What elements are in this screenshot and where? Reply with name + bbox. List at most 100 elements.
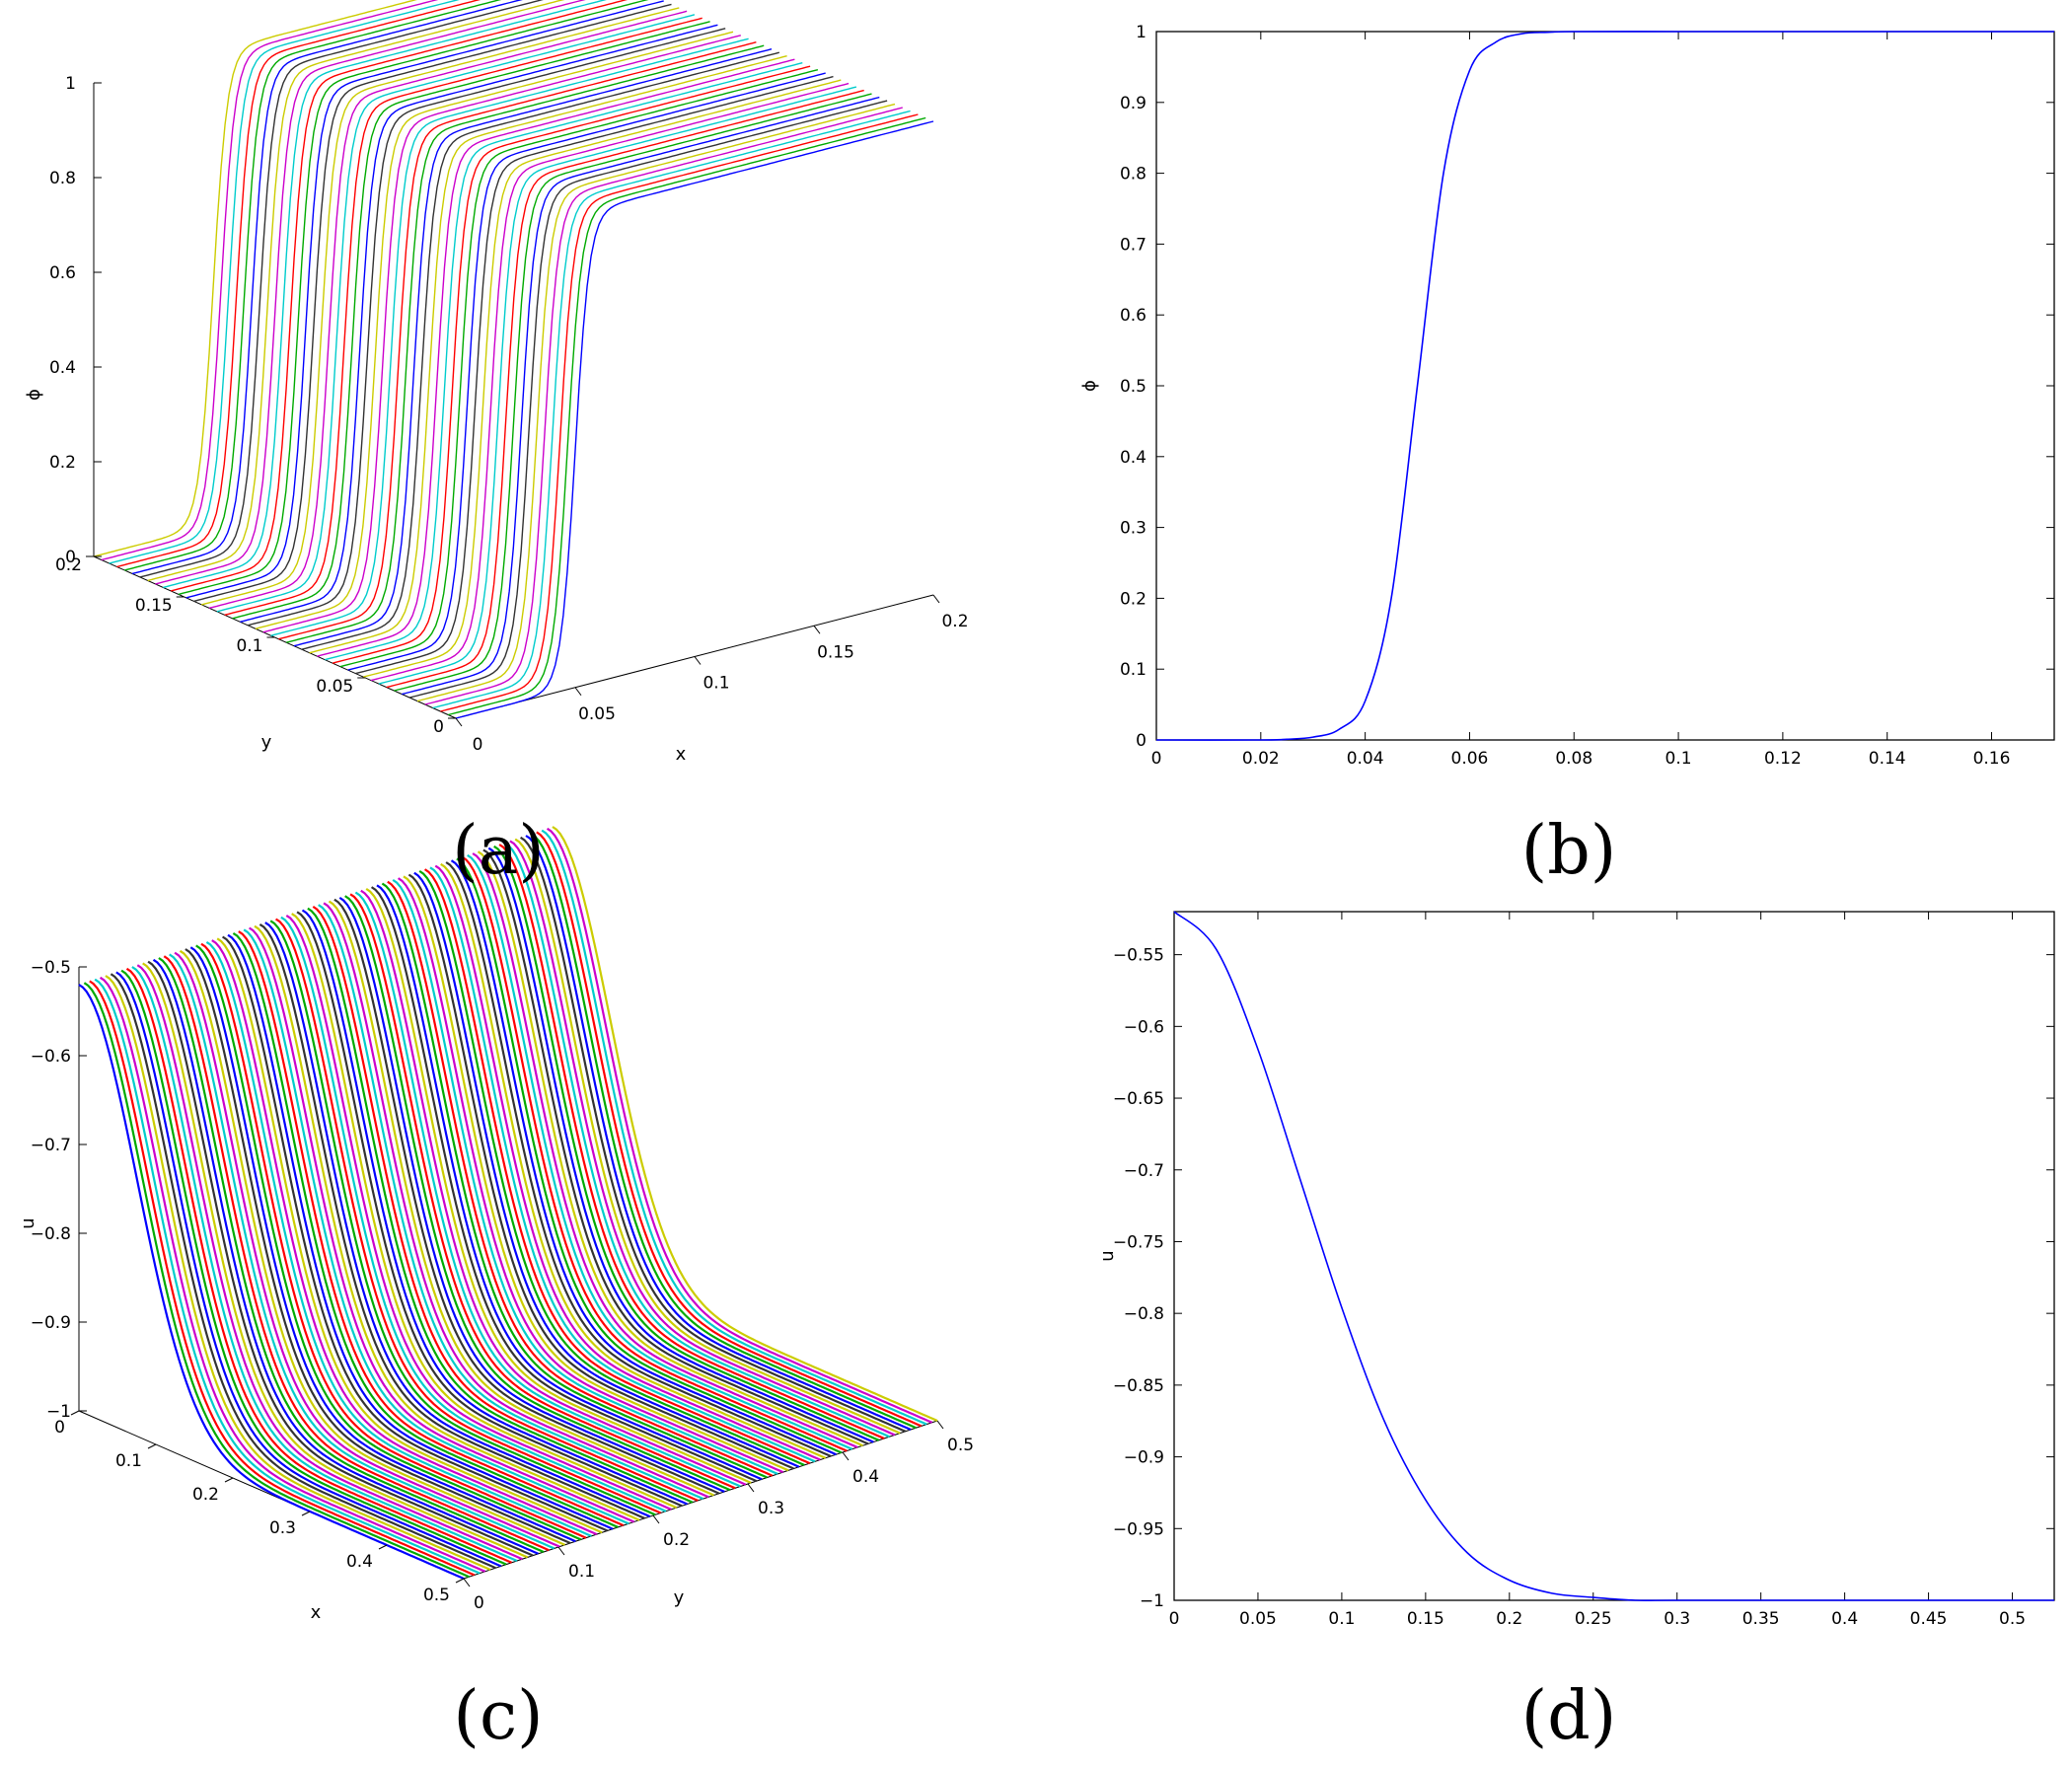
x-tick-label: 0 xyxy=(473,735,483,755)
surface-line xyxy=(347,72,826,671)
surface-line xyxy=(227,933,614,1530)
panel-label-b: (b) xyxy=(1521,812,1617,890)
surface-line xyxy=(248,926,635,1523)
surface-line xyxy=(450,859,837,1456)
y-tick-label: 0.1 xyxy=(236,636,262,656)
surface-line xyxy=(333,898,720,1495)
surface-line xyxy=(416,103,896,702)
surface-line xyxy=(448,116,926,716)
surface-line xyxy=(461,855,848,1452)
surface-line xyxy=(195,944,582,1541)
surface-line xyxy=(424,107,903,705)
surface-line xyxy=(338,896,725,1493)
y-tick-label: 0.2 xyxy=(1120,589,1147,609)
surface-line xyxy=(323,902,709,1499)
y-tick-label: 0.6 xyxy=(1120,306,1147,326)
surface-line xyxy=(264,922,651,1518)
panel-label-d: (d) xyxy=(1521,1677,1617,1755)
y-tick xyxy=(557,1546,565,1556)
surface-line xyxy=(240,24,718,623)
x-tick-label: 0.25 xyxy=(1575,1609,1612,1629)
x-tick-label: 0.3 xyxy=(1664,1609,1690,1629)
x-tick-label: 0.5 xyxy=(1999,1609,2026,1629)
y-tick-label: 0.7 xyxy=(1120,235,1147,255)
surface-line xyxy=(546,827,933,1424)
surface-line xyxy=(189,946,576,1543)
surface-line xyxy=(392,878,778,1475)
surface-line xyxy=(94,978,481,1575)
z-tick-label: 0 xyxy=(65,548,76,567)
x-tick-label: 0.5 xyxy=(423,1586,450,1605)
x-tick-label: 0.06 xyxy=(1451,749,1489,769)
surface-line xyxy=(185,0,664,599)
panel-label-c: (c) xyxy=(453,1677,543,1755)
y-tick-label: 0.5 xyxy=(947,1436,974,1455)
surface-line xyxy=(386,89,864,689)
surface-line xyxy=(163,955,550,1552)
surface-line xyxy=(170,0,629,592)
surface-line xyxy=(136,964,523,1561)
y-tick xyxy=(652,1514,660,1524)
surface-line xyxy=(296,911,683,1508)
surface-line xyxy=(387,880,774,1477)
surface-line xyxy=(301,51,779,650)
y-tick-label: 0.9 xyxy=(1120,94,1147,113)
surface-line xyxy=(93,0,417,557)
x-tick-label: 0.12 xyxy=(1764,749,1802,769)
x-tick-label: 0.2 xyxy=(1496,1609,1522,1629)
panel-label-a: (a) xyxy=(452,812,545,890)
surface-line xyxy=(274,918,662,1514)
surface-line xyxy=(397,877,784,1474)
z-axis-label: u xyxy=(18,1218,38,1228)
z-tick-label: −0.5 xyxy=(31,958,71,978)
surface-line xyxy=(354,891,741,1488)
y-tick-label: 0.2 xyxy=(55,555,82,575)
surface-line xyxy=(509,840,896,1437)
z-tick-label: −0.8 xyxy=(31,1224,71,1244)
plot-d-line-u: 0 0.05 0.1 0.15 0.2 0.25 0.3 0.35 0.4 0.45 0.5 −1 −0… xyxy=(1097,911,2055,1629)
surface-line xyxy=(408,100,888,699)
surface-line xyxy=(254,924,640,1521)
surface-line xyxy=(440,862,827,1459)
surface-line xyxy=(269,920,656,1516)
surface-line xyxy=(169,953,555,1550)
surface-line xyxy=(147,960,534,1557)
surface-line xyxy=(270,37,749,636)
surface-line xyxy=(286,44,765,643)
surface-line xyxy=(536,831,923,1428)
surface-line xyxy=(201,7,680,606)
plot-b-line-phi: 0 0.02 0.04 0.06 0.08 0.1 0.12 0.14 0.16 0 0.1 0.2 0… xyxy=(1079,23,2055,769)
surface-line xyxy=(262,35,741,633)
surface-line xyxy=(259,922,645,1519)
surface-line xyxy=(493,845,880,1441)
surface-line xyxy=(514,838,901,1435)
surface-line xyxy=(455,120,934,719)
surface-line xyxy=(317,58,795,657)
surface-line xyxy=(216,937,603,1534)
surface-line xyxy=(142,962,529,1559)
surface-line xyxy=(221,935,609,1532)
surface-line xyxy=(120,969,507,1566)
surface-line xyxy=(482,849,869,1445)
surface-line xyxy=(413,871,800,1468)
x-tick xyxy=(378,1544,388,1550)
surface-line xyxy=(376,884,763,1481)
surface-line xyxy=(355,75,834,675)
x-tick-label: 0.02 xyxy=(1242,749,1280,769)
x-tick xyxy=(574,687,582,697)
surface-line xyxy=(99,976,486,1573)
surface-line xyxy=(407,873,794,1470)
y-tick xyxy=(936,1420,944,1430)
surface-line xyxy=(487,847,874,1443)
surface-line xyxy=(174,951,560,1548)
surface-line xyxy=(110,973,496,1570)
z-axis-label: ϕ xyxy=(24,389,44,401)
x-tick-label: 0.15 xyxy=(1407,1609,1444,1629)
x-tick-label: 0.45 xyxy=(1910,1609,1948,1629)
x-tick-label: 0.04 xyxy=(1347,749,1384,769)
surface-line xyxy=(339,69,819,668)
surface-line xyxy=(255,31,734,629)
surface-line xyxy=(124,0,502,571)
x-tick-label: 0.05 xyxy=(578,704,616,724)
